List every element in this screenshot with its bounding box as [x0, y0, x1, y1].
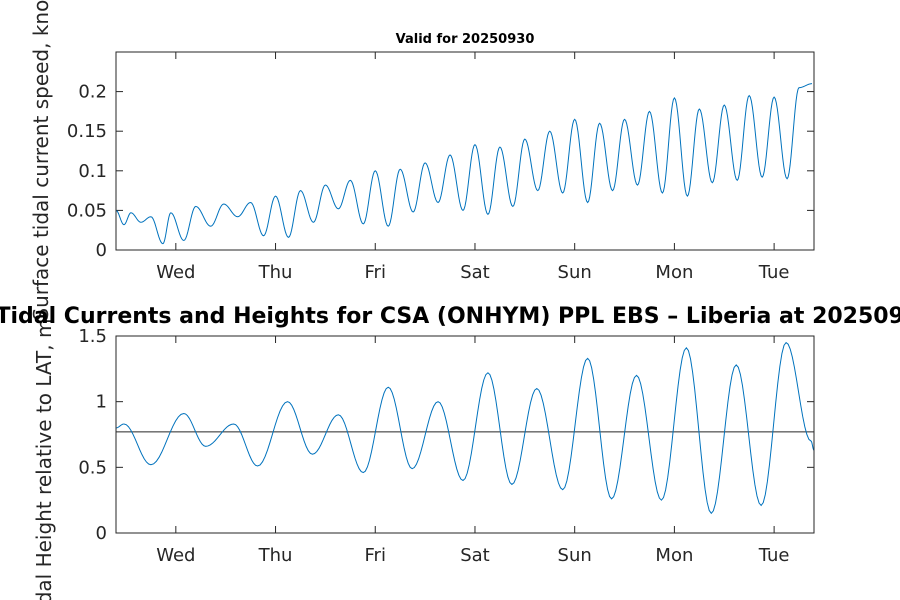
x-tick-label: Fri	[365, 262, 386, 283]
tidal-chart-main-title: Tidal Currents and Heights for CSA (ONHY…	[0, 304, 900, 329]
y-tick-label: 1	[96, 392, 107, 413]
x-tick-label: Wed	[156, 545, 195, 566]
current-speed-series-line	[115, 83, 813, 245]
tidal-height-series-line	[115, 341, 815, 515]
y-tick-label: 0.1	[78, 161, 107, 182]
y-tick-label: 0.5	[78, 457, 107, 478]
y-tick-label: 0.05	[67, 200, 107, 221]
y-tick-label: 0.15	[67, 121, 107, 142]
x-tick-label: Sat	[460, 262, 490, 283]
x-tick-label: Fri	[365, 545, 386, 566]
x-tick-label: Mon	[655, 262, 693, 283]
x-tick-label: Mon	[655, 545, 693, 566]
tidal-height-y-ticks: 0 0.5 1 1.5	[78, 326, 814, 544]
x-tick-label: Tue	[758, 545, 790, 566]
x-tick-label: Wed	[156, 262, 195, 283]
tidal-height-x-ticks: Wed Thu Fri Sat Sun Mon Tue	[156, 336, 789, 566]
current-speed-chart-title: Valid for 20250930	[396, 32, 535, 47]
current-speed-y-ticks: 0 0.05 0.1 0.15 0.2	[67, 82, 814, 261]
x-tick-label: Sun	[558, 545, 592, 566]
current-speed-x-ticks: Wed Thu Fri Sat Sun Mon Tue	[156, 52, 789, 283]
x-tick-label: Tue	[758, 262, 790, 283]
y-tick-label: 1.5	[78, 326, 107, 347]
tidal-height-y-axis-label: Tidal Height relative to LAT, m	[32, 319, 56, 600]
y-tick-label: 0	[96, 523, 107, 544]
current-speed-axes-box	[115, 51, 815, 251]
tidal-height-panel: 0 0.5 1 1.5 Wed Thu Fri Sat Sun Mon Tue Tidal Hei…	[32, 319, 815, 600]
y-tick-label: 0.2	[78, 82, 107, 103]
x-tick-label: Sun	[558, 262, 592, 283]
current-speed-y-axis-label: Surface tidal current speed, knots	[29, 0, 53, 321]
x-tick-label: Thu	[258, 545, 293, 566]
x-tick-label: Sat	[460, 545, 490, 566]
y-tick-label: 0	[96, 240, 107, 261]
current-speed-panel: 0 0.05 0.1 0.15 0.2 Wed Thu Fri Sat Sun Mon Tue Va…	[29, 0, 815, 321]
x-tick-label: Thu	[258, 262, 293, 283]
tidal-height-axes-box	[115, 335, 815, 534]
